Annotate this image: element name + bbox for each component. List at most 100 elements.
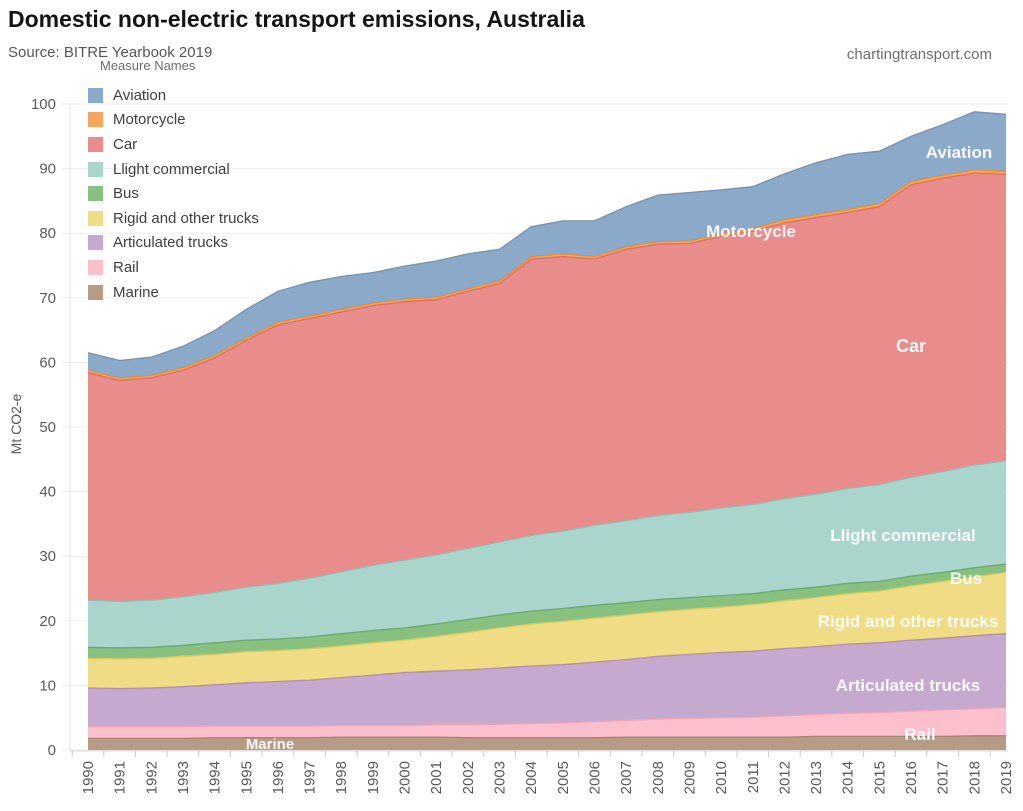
svg-text:2019: 2019 [998,761,1015,794]
watermark-text: chartingtransport.com [846,46,992,63]
legend-item-label: Car [113,135,138,153]
legend-item-articulated-trucks[interactable]: Articulated trucks [88,231,259,256]
svg-text:2002: 2002 [460,761,477,794]
legend-swatch-motorcycle [88,112,103,128]
x-tick-label: 2019 [998,761,1015,794]
area-label-car: Car [896,336,926,356]
svg-text:1992: 1992 [143,761,160,794]
y-tick-label: 70 [39,290,56,307]
x-tick-label: 2005 [555,761,572,794]
legend-item-label: Articulated trucks [113,234,229,252]
svg-text:2010: 2010 [713,761,730,794]
svg-text:1999: 1999 [365,761,382,794]
x-tick-label: 1995 [238,761,255,794]
svg-text:1990: 1990 [80,761,97,794]
y-tick-label: 60 [39,354,56,371]
area-label-marine: Marine [246,736,294,753]
area-label-bus: Bus [950,569,982,588]
legend-swatch-rail [88,259,103,275]
x-tick-label: 1993 [175,761,192,794]
x-tick-label: 2011 [745,761,762,793]
svg-text:2006: 2006 [586,761,603,794]
svg-text:1994: 1994 [207,761,224,794]
area-edge-rigid-and-other-trucks [87,571,1007,660]
area-band-rail[interactable] [88,707,1006,739]
x-tick-label: 2004 [523,761,540,794]
area-edge-articulated-trucks [87,633,1007,690]
legend-item-rail[interactable]: Rail [88,255,259,280]
area-label-articulated-trucks: Articulated trucks [836,676,981,695]
svg-text:1993: 1993 [175,761,192,794]
legend-items: Aviation Motorcycle Car Llight commercial Bu… [88,83,259,304]
x-tick-label: 1992 [143,761,160,794]
x-tick-label: 2010 [713,761,730,794]
y-tick-label: 90 [39,161,56,178]
legend-item-label: Marine [113,283,159,301]
legend-swatch-articulated-trucks [88,235,103,251]
svg-text:2000: 2000 [397,761,414,794]
x-tick-label: 2015 [871,761,888,794]
svg-text:1998: 1998 [333,761,350,794]
legend-item-rigid-and-other-trucks[interactable]: Rigid and other trucks [88,206,259,231]
legend-item-label: Rail [113,258,139,276]
x-tick-label: 2002 [460,761,477,794]
area-edge-aviation [87,111,1007,362]
svg-text:2012: 2012 [776,761,793,794]
area-label-rigid-and-other-trucks: Rigid and other trucks [818,612,998,631]
legend-item-label: Bus [113,185,139,203]
area-label-motorcycle: Motorcycle [706,222,796,241]
x-tick-label: 1996 [270,761,287,794]
y-tick-label: 10 [39,677,56,694]
legend-item-motorcycle[interactable]: Motorcycle [88,108,259,133]
svg-text:1996: 1996 [270,761,287,794]
x-tick-label: 1990 [80,761,97,794]
area-band-bus[interactable] [88,564,1006,659]
area-band-car[interactable] [88,173,1006,602]
y-tick-label: 30 [39,548,56,565]
legend-item-marine[interactable]: Marine [88,280,259,305]
legend-item-aviation[interactable]: Aviation [88,83,259,108]
svg-text:2011: 2011 [745,761,762,793]
area-label-rail: Rail [904,725,935,744]
svg-text:2013: 2013 [808,761,825,794]
x-tick-label: 2009 [681,761,698,794]
y-tick-label: 100 [31,96,56,113]
area-edge-marine [88,735,1006,740]
x-tick-label: 2003 [492,761,509,794]
legend-item-llight-commercial[interactable]: Llight commercial [88,157,259,182]
svg-text:2018: 2018 [966,761,983,794]
svg-text:2009: 2009 [681,761,698,794]
legend-swatch-car [88,136,103,152]
x-tick-label: 2012 [776,761,793,794]
svg-text:2014: 2014 [840,761,857,794]
y-tick-label: 50 [39,419,56,436]
y-axis-title: Mt CO2-e [8,393,24,455]
area-band-aviation[interactable] [88,111,1006,378]
svg-text:2001: 2001 [428,761,445,794]
svg-text:2008: 2008 [650,761,667,794]
svg-text:2004: 2004 [523,761,540,794]
x-tick-label: 2013 [808,761,825,794]
area-band-marine[interactable] [88,735,1006,750]
y-tick-label: 40 [39,484,56,501]
legend-swatch-llight-commercial [88,161,103,177]
legend-swatch-bus [88,186,103,202]
y-tick-label: 20 [39,613,56,630]
legend-item-bus[interactable]: Bus [88,181,259,206]
svg-text:2017: 2017 [935,761,952,794]
legend-swatch-aviation [88,87,103,103]
legend-item-car[interactable]: Car [88,132,259,157]
area-edge-bus [87,563,1007,649]
area-band-rigid-and-other-trucks[interactable] [88,572,1006,689]
svg-text:1997: 1997 [302,761,319,794]
x-tick-label: 2017 [935,761,952,794]
y-tick-label: 80 [39,225,56,242]
area-band-llight-commercial[interactable] [88,460,1006,648]
svg-text:2016: 2016 [903,761,920,794]
area-band-articulated-trucks[interactable] [88,633,1006,727]
svg-text:1995: 1995 [238,761,255,794]
x-tick-label: 2006 [586,761,603,794]
legend-swatch-rigid-and-other-trucks [88,210,103,226]
legend-item-label: Aviation [113,86,167,104]
